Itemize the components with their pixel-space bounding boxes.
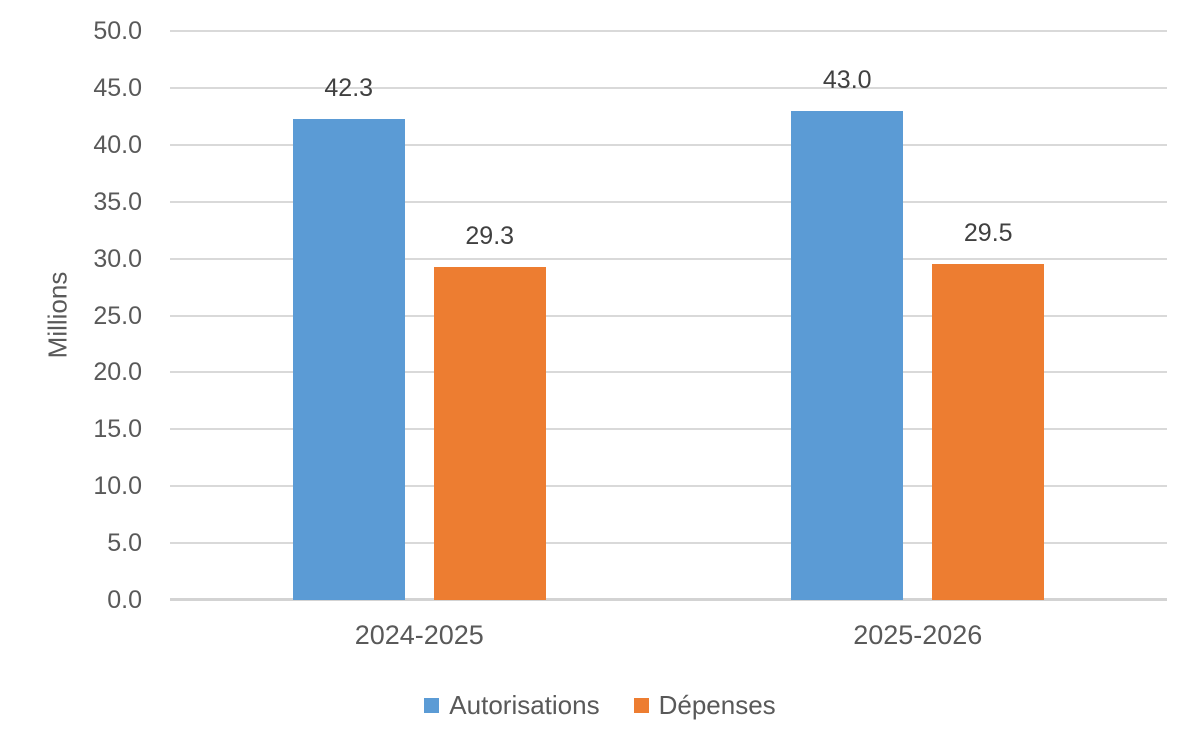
bar-autorisations [791,110,904,600]
legend-item-depenses: Dépenses [633,689,776,721]
gridline [170,485,1167,488]
data-label: 29.5 [963,219,1013,248]
legend-swatch-autorisations [424,697,440,713]
x-axis-labels: 2024-2025 2025-2026 [0,618,1200,658]
x-axis-label: 2024-2025 [354,620,484,650]
gridline [170,428,1167,431]
y-axis-ticks: 0.0 5.0 10.0 15.0 20.0 25.0 30.0 35.0 40.0 45.0 50… [0,0,142,752]
y-tick-label: 30.0 [93,244,142,273]
gridline [170,257,1167,260]
legend-label: Autorisations [449,689,600,720]
gridline [170,143,1167,146]
data-label: 42.3 [324,73,374,102]
legend: Autorisations Dépenses [0,688,1200,722]
y-tick-label: 20.0 [93,358,142,387]
y-tick-label: 40.0 [93,130,142,159]
y-tick-label: 5.0 [107,529,142,558]
y-tick-label: 35.0 [93,187,142,216]
y-tick-label: 50.0 [93,17,142,45]
y-tick-label: 0.0 [107,586,142,614]
plot-area: 42.3 29.3 43.0 29.5 [170,30,1167,601]
gridline [170,86,1167,89]
y-tick-label: 25.0 [93,301,142,330]
data-label: 43.0 [822,65,872,94]
gridline [170,314,1167,317]
legend-label: Dépenses [658,689,776,720]
x-axis-label: 2025-2026 [853,620,983,650]
gridline [170,371,1167,374]
gridline [170,200,1167,203]
gridline [170,30,1167,32]
y-tick-label: 15.0 [93,415,142,444]
y-tick-label: 10.0 [93,472,142,501]
bar-autorisations [292,118,405,600]
x-axis-line [170,598,1167,601]
legend-item-autorisations: Autorisations [424,689,600,721]
data-label: 29.3 [465,221,515,250]
bar-depenses [433,266,546,600]
gridline [170,542,1167,545]
bar-depenses [932,264,1045,600]
legend-swatch-depenses [633,697,649,713]
y-tick-label: 45.0 [93,73,142,102]
